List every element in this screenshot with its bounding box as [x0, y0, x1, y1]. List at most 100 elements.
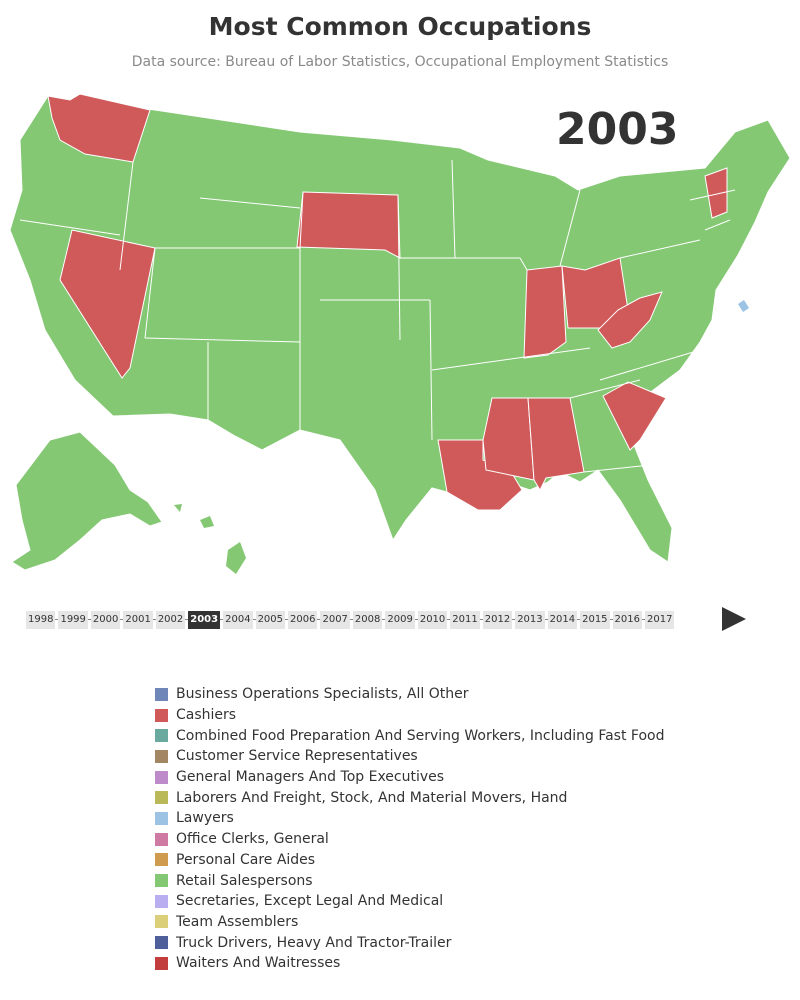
- legend-swatch: [155, 853, 168, 867]
- state-west-virginia[interactable]: [597, 291, 663, 349]
- legend-item[interactable]: Team Assemblers: [155, 912, 664, 933]
- timeline-separator: [544, 619, 548, 620]
- legend-item[interactable]: Business Operations Specialists, All Oth…: [155, 684, 664, 705]
- timeline-year-2002[interactable]: 2002: [155, 610, 186, 629]
- timeline-year-2011[interactable]: 2011: [450, 610, 480, 629]
- timeline-separator: [185, 619, 189, 620]
- legend-label: Lawyers: [176, 810, 234, 827]
- timeline-separator: [285, 619, 289, 620]
- timeline-year-2010[interactable]: 2010: [417, 610, 448, 629]
- alaska-region[interactable]: [11, 431, 163, 571]
- timeline-year-2006[interactable]: 2006: [288, 610, 318, 629]
- timeline-separator: [577, 619, 581, 620]
- timeline-separator: [447, 619, 451, 620]
- legend-swatch: [155, 687, 168, 701]
- timeline-separator: [609, 619, 613, 620]
- state-indiana[interactable]: [523, 265, 567, 359]
- timeline-year-2013[interactable]: 2013: [515, 610, 545, 629]
- legend-item[interactable]: Personal Care Aides: [155, 850, 664, 871]
- timeline-separator: [55, 619, 59, 620]
- timeline-year-2009[interactable]: 2009: [385, 610, 415, 629]
- state-vermont[interactable]: [704, 167, 728, 219]
- timeline-separator: [152, 619, 156, 620]
- cashiers-states[interactable]: [47, 93, 728, 511]
- legend-label: Waiters And Waitresses: [176, 955, 341, 972]
- legend-swatch: [155, 791, 168, 805]
- legend-item[interactable]: Secretaries, Except Legal And Medical: [155, 891, 664, 912]
- timeline-year-2003[interactable]: 2003: [188, 610, 221, 629]
- map-title: Most Common Occupations: [208, 12, 592, 41]
- state-south-dakota[interactable]: [296, 191, 401, 259]
- legend-label: Customer Service Representatives: [176, 748, 418, 765]
- legend-item[interactable]: Cashiers: [155, 705, 664, 726]
- legend-swatch: [155, 749, 168, 763]
- legend-label: General Managers And Top Executives: [176, 769, 445, 786]
- legend-label: Cashiers: [176, 707, 237, 724]
- timeline-year-2001[interactable]: 2001: [123, 610, 153, 629]
- hawaii-region[interactable]: [174, 504, 246, 574]
- timeline-separator: [382, 619, 386, 620]
- legend-label: Secretaries, Except Legal And Medical: [176, 893, 444, 910]
- timeline-year-1998[interactable]: 1998: [26, 610, 56, 629]
- legend-swatch: [155, 811, 168, 825]
- legend-swatch: [155, 915, 168, 929]
- state-borders: [19, 159, 736, 473]
- legend-label: Business Operations Specialists, All Oth…: [176, 686, 469, 703]
- timeline-year-2017[interactable]: 2017: [645, 610, 675, 629]
- legend-swatch: [155, 874, 168, 888]
- legend-item[interactable]: Office Clerks, General: [155, 829, 664, 850]
- timeline-year-2016[interactable]: 2016: [612, 610, 642, 629]
- legend-swatch: [155, 936, 168, 950]
- timeline-separator: [479, 619, 483, 620]
- timeline-separator: [220, 619, 224, 620]
- legend-swatch: [155, 729, 168, 743]
- state-mississippi[interactable]: [482, 397, 535, 481]
- timeline-separator: [349, 619, 353, 620]
- legend-swatch: [155, 894, 168, 908]
- state-nevada[interactable]: [59, 229, 156, 379]
- timeline-year-2015[interactable]: 2015: [580, 610, 610, 629]
- us-states-map[interactable]: [0, 80, 800, 580]
- timeline-separator: [642, 619, 645, 620]
- timeline-separator: [414, 619, 418, 620]
- legend-label: Personal Care Aides: [176, 851, 316, 868]
- state-district-of-columbia[interactable]: [738, 300, 749, 312]
- play-button[interactable]: [722, 607, 746, 631]
- legend-swatch: [155, 708, 168, 722]
- legend-item[interactable]: Waiters And Waitresses: [155, 953, 664, 974]
- legend-item[interactable]: General Managers And Top Executives: [155, 767, 664, 788]
- legend-label: Office Clerks, General: [176, 831, 329, 848]
- timeline-year-2012[interactable]: 2012: [482, 610, 513, 629]
- timeline-separator: [317, 619, 321, 620]
- state-louisiana[interactable]: [437, 439, 523, 511]
- legend-item[interactable]: Truck Drivers, Heavy And Tractor-Trailer: [155, 932, 664, 953]
- timeline-year-2008[interactable]: 2008: [352, 610, 383, 629]
- selected-year-label: 2003: [556, 104, 679, 155]
- legend-item[interactable]: Lawyers: [155, 808, 664, 829]
- timeline-year-2007[interactable]: 2007: [320, 610, 350, 629]
- year-timeline: 1998 1999 2000 2001 2002 2003 2004 2005 2006 2007…: [26, 610, 675, 629]
- legend-label: Laborers And Freight, Stock, And Materia…: [176, 789, 568, 806]
- timeline-separator: [120, 619, 124, 620]
- timeline-year-2000[interactable]: 2000: [90, 610, 121, 629]
- legend-label: Truck Drivers, Heavy And Tractor-Trailer: [176, 934, 452, 951]
- legend-swatch: [155, 832, 168, 846]
- legend-item[interactable]: Retail Salespersons: [155, 870, 664, 891]
- timeline-separator: [87, 619, 91, 620]
- legend-item[interactable]: Customer Service Representatives: [155, 746, 664, 767]
- timeline-year-2005[interactable]: 2005: [255, 610, 286, 629]
- legend-swatch: [155, 770, 168, 784]
- legend-label: Combined Food Preparation And Serving Wo…: [176, 727, 665, 744]
- legend: Business Operations Specialists, All Oth…: [155, 684, 664, 974]
- legend-label: Team Assemblers: [176, 913, 299, 930]
- legend-item[interactable]: Combined Food Preparation And Serving Wo…: [155, 725, 664, 746]
- map-subtitle: Data source: Bureau of Labor Statistics,…: [131, 54, 669, 70]
- timeline-year-2004[interactable]: 2004: [223, 610, 253, 629]
- legend-swatch: [155, 956, 168, 970]
- timeline-separator: [252, 619, 256, 620]
- timeline-year-1999[interactable]: 1999: [58, 610, 88, 629]
- timeline-year-2014[interactable]: 2014: [547, 610, 578, 629]
- legend-label: Retail Salespersons: [176, 872, 313, 889]
- timeline-separator: [512, 619, 516, 620]
- legend-item[interactable]: Laborers And Freight, Stock, And Materia…: [155, 787, 664, 808]
